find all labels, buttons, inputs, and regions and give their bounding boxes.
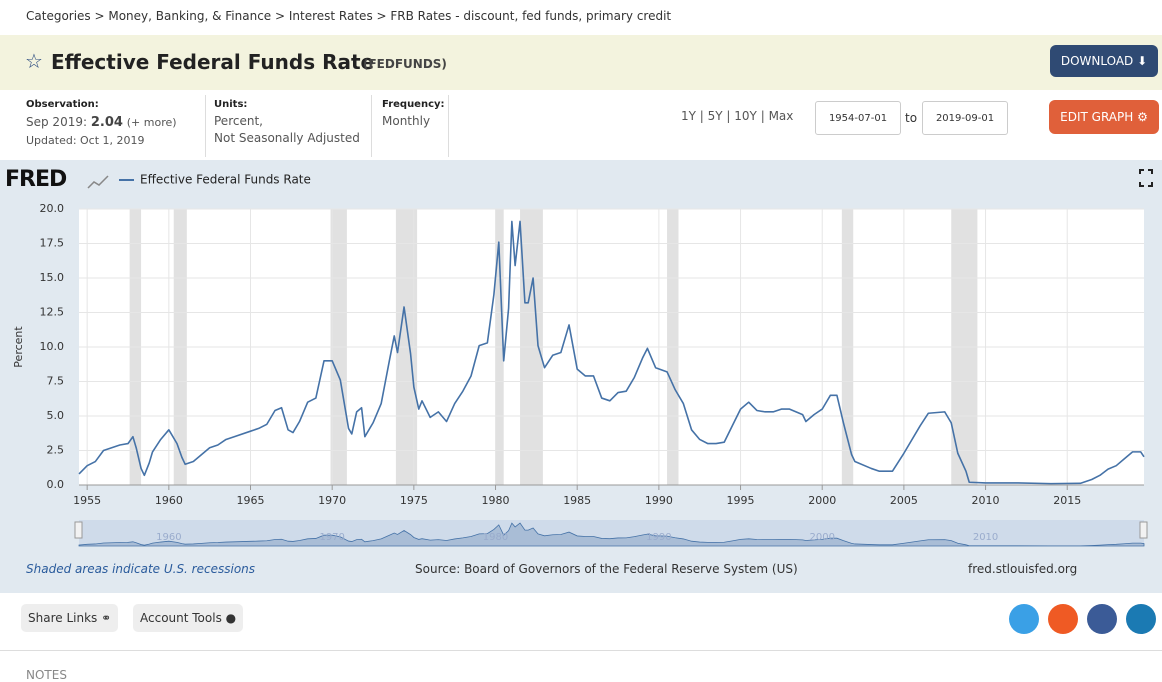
logo-icon — [87, 175, 109, 189]
divider — [205, 95, 206, 157]
navigator-tick-label: 1980 — [483, 532, 508, 543]
x-tick-label: 1995 — [727, 494, 755, 507]
share-links[interactable]: Share Links ⚭ — [21, 604, 119, 632]
y-tick-label: 12.5 — [40, 306, 65, 319]
units: Not Seasonally Adjusted — [214, 131, 360, 145]
x-tick-label: 1990 — [645, 494, 673, 507]
recession-note: Shaded areas indicate U.S. recessions — [26, 562, 256, 576]
y-tick-label: 15.0 — [40, 271, 65, 284]
account-label: Account Tools — [140, 611, 222, 625]
edit-graph-label: EDIT GRAPH — [1060, 110, 1134, 124]
units: Percent, — [214, 114, 263, 128]
range-buttons: 1Y | 5Y | 10Y | Max — [681, 109, 793, 123]
x-tick-label: 2015 — [1053, 494, 1081, 507]
divider — [371, 95, 372, 157]
download-label: DOWNLOAD — [1060, 54, 1134, 68]
range-button[interactable]: 10Y — [734, 109, 757, 123]
x-tick-label: 1975 — [400, 494, 428, 507]
navigator-tick-label: 1970 — [319, 532, 344, 543]
fred-logo: FRED — [5, 167, 67, 192]
site[interactable]: fred.stlouisfed.org — [968, 562, 1078, 576]
divider — [448, 95, 449, 157]
navigator-tick-label: 1960 — [156, 532, 181, 543]
x-tick-label: 1955 — [73, 494, 101, 507]
navigator-area — [78, 522, 1145, 547]
legend-label: Effective Federal Funds Rate — [140, 173, 311, 187]
notes-heading: NOTES — [26, 668, 67, 682]
fullscreen-icon[interactable] — [1139, 169, 1153, 187]
share-label: Share Links — [28, 611, 98, 625]
y-tick-label: 2.5 — [47, 444, 65, 457]
star-icon[interactable]: ☆ — [25, 49, 43, 73]
frequency: Monthly — [382, 114, 431, 128]
twitter-icon[interactable] — [1009, 604, 1039, 634]
end-date[interactable]: 2019-09-01 — [922, 101, 1008, 135]
y-tick-label: 0.0 — [47, 478, 65, 491]
x-tick-label: 1960 — [155, 494, 183, 507]
y-axis-label: Percent — [12, 326, 25, 368]
series-id: (FEDFUNDS) — [363, 57, 447, 71]
chart: FRED Effective Federal Funds Rate Percen… — [5, 167, 1153, 547]
y-tick-label: 10.0 — [40, 340, 65, 353]
linkedin-icon[interactable] — [1126, 604, 1156, 634]
separator: | — [756, 109, 769, 123]
reddit-icon[interactable] — [1048, 604, 1078, 634]
series-title: Effective Federal Funds Rate — [51, 50, 375, 74]
range-button[interactable]: Max — [768, 109, 794, 123]
header-band — [0, 35, 1162, 90]
navigator-tick-label: 2010 — [973, 532, 998, 543]
account-tools[interactable]: Account Tools ● — [133, 604, 244, 632]
observation-value: 2.04 — [90, 115, 123, 130]
updated: Updated: Oct 1, 2019 — [26, 134, 145, 147]
separator: | — [695, 109, 708, 123]
facebook-icon[interactable] — [1087, 604, 1117, 634]
observation-date: Sep 2019: — [26, 115, 88, 129]
range-button[interactable]: 1Y — [681, 109, 696, 123]
navigator-tick-label: 1990 — [646, 532, 671, 543]
x-tick-label: 1965 — [237, 494, 265, 507]
y-tick-label: 7.5 — [47, 375, 65, 388]
units-label: Units: — [214, 99, 248, 110]
download-button[interactable]: DOWNLOAD ⬇ — [1050, 45, 1158, 77]
x-tick-label: 1980 — [482, 494, 510, 507]
divider — [0, 650, 1162, 651]
x-tick-label: 2010 — [972, 494, 1000, 507]
x-tick-label: 2005 — [890, 494, 918, 507]
observation-label: Observation: — [26, 99, 99, 110]
y-tick-label: 17.5 — [40, 237, 65, 250]
y-tick-label: 5.0 — [47, 409, 65, 422]
edit-graph-button[interactable]: EDIT GRAPH ⚙ — [1049, 100, 1159, 134]
more-link[interactable]: (+ more) — [126, 116, 177, 129]
frequency-label: Frequency: — [382, 99, 445, 110]
start-date[interactable]: 1954-07-01 — [815, 101, 901, 135]
separator: | — [722, 109, 735, 123]
y-tick-label: 20.0 — [40, 202, 65, 215]
navigator-tick-label: 2000 — [809, 532, 834, 543]
x-tick-label: 1970 — [318, 494, 346, 507]
range-button[interactable]: 5Y — [707, 109, 723, 123]
navigator-handle[interactable] — [1139, 521, 1148, 539]
breadcrumb[interactable]: Categories > Money, Banking, & Finance >… — [26, 9, 672, 23]
series-line — [78, 220, 1145, 485]
to-label: to — [905, 111, 918, 125]
source: Source: Board of Governors of the Federa… — [415, 562, 798, 576]
navigator-handle[interactable] — [74, 521, 83, 539]
x-tick-label: 2000 — [808, 494, 836, 507]
x-tick-label: 1985 — [563, 494, 591, 507]
